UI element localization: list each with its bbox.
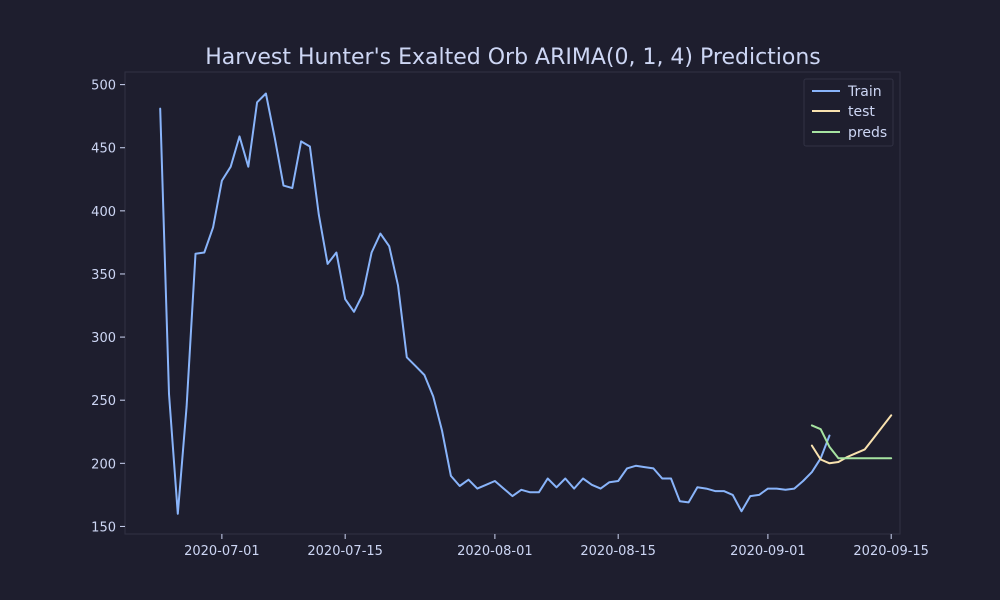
x-tick-label: 2020-08-01 — [457, 544, 533, 559]
legend: Train test preds — [803, 78, 894, 147]
y-tick-label: 200 — [91, 457, 116, 472]
y-tick-label: 250 — [91, 394, 116, 409]
series-line-train — [159, 92, 831, 515]
x-tick-label: 2020-08-15 — [580, 544, 656, 559]
legend-label-train: Train — [847, 84, 882, 100]
x-tick-label: 2020-07-15 — [307, 544, 383, 559]
x-tick-label: 2020-09-01 — [730, 544, 806, 559]
x-tick-label: 2020-09-15 — [853, 544, 929, 559]
legend-box — [803, 78, 894, 147]
y-tick-label: 400 — [91, 205, 116, 220]
series-lines — [159, 92, 893, 515]
x-tick-label: 2020-07-01 — [184, 544, 260, 559]
chart-title: Harvest Hunter's Exalted Orb ARIMA(0, 1,… — [205, 45, 821, 70]
y-tick-label: 450 — [91, 142, 116, 157]
y-tick-label: 150 — [91, 520, 116, 535]
y-tick-label: 300 — [91, 331, 116, 346]
legend-label-preds: preds — [848, 125, 887, 141]
series-line-preds — [810, 424, 893, 460]
x-axis: 2020-07-01 2020-07-15 2020-08-01 2020-08-15… — [184, 534, 929, 559]
y-tick-label: 350 — [91, 268, 116, 283]
plot-area-frame — [124, 71, 901, 535]
series-line-test — [810, 414, 893, 465]
y-tick-label: 500 — [91, 79, 116, 94]
y-axis: 150 200 250 300 350 400 450 500 — [91, 79, 125, 535]
legend-label-test: test — [848, 104, 875, 120]
